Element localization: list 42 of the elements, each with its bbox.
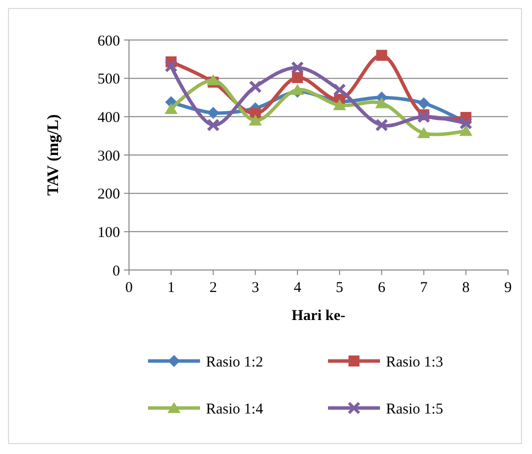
point — [206, 118, 220, 132]
point — [164, 103, 178, 114]
x-tick-label: 4 — [294, 280, 302, 296]
point — [207, 106, 220, 119]
point — [290, 61, 304, 74]
y-tick-label: 400 — [98, 110, 120, 126]
x-tick-label: 7 — [420, 280, 428, 296]
point — [375, 118, 388, 132]
legend-label: Rasio 1:5 — [386, 401, 444, 418]
x-tick-label: 8 — [462, 280, 470, 296]
point — [418, 97, 430, 110]
x-axis-title: Hari ke- — [292, 308, 346, 324]
x-tick-label: 1 — [167, 280, 175, 296]
point — [417, 110, 430, 124]
point — [375, 97, 388, 108]
x-tick-label: 2 — [209, 280, 217, 296]
point — [333, 99, 346, 110]
y-tick-label: 100 — [98, 224, 120, 241]
x-tick-label: 6 — [378, 280, 386, 296]
y-tick-label: 500 — [98, 72, 120, 88]
x-tick-label: 0 — [125, 280, 133, 296]
y-tick-label: 0 — [112, 263, 120, 280]
point — [376, 50, 388, 61]
legend-label: Rasio 1:3 — [386, 354, 444, 370]
y-tick-label: 600 — [98, 33, 120, 50]
y-tick-label: 200 — [98, 186, 120, 203]
point — [290, 84, 304, 95]
point — [459, 124, 472, 136]
point — [248, 80, 262, 94]
point — [333, 83, 346, 96]
point — [164, 60, 178, 73]
point — [417, 127, 430, 138]
point — [248, 114, 262, 126]
legend-label: Rasio 1:2 — [206, 354, 264, 370]
y-axis-title: TAV (mg/L) — [45, 114, 62, 196]
point — [206, 74, 220, 86]
y-tick-label: 300 — [98, 148, 120, 164]
legend-label: Rasio 1:4 — [206, 401, 264, 418]
point — [292, 72, 303, 84]
x-tick-label: 5 — [336, 280, 344, 296]
x-tick-label: 9 — [504, 280, 512, 296]
x-tick-label: 3 — [252, 280, 260, 296]
